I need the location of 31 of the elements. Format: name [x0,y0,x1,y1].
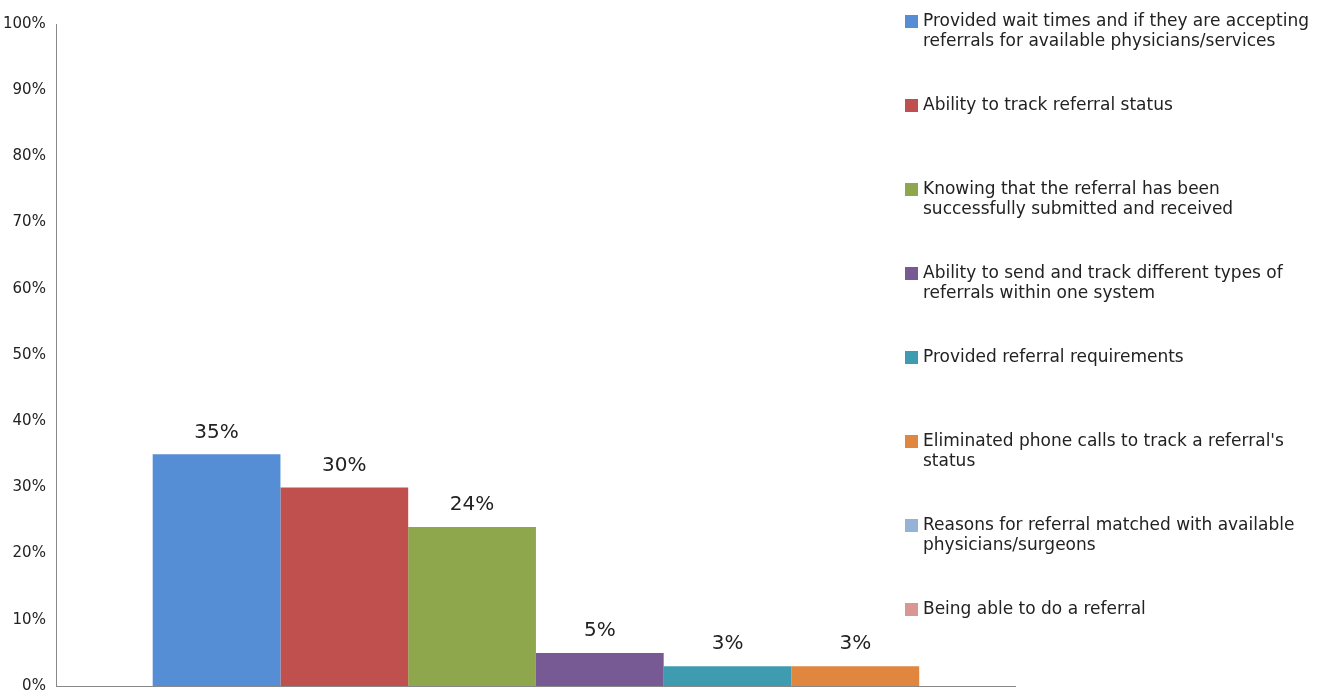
data-label: 24% [449,491,495,516]
legend-label: Eliminated phone calls to track a referral's status [923,430,1285,470]
data-label: 5% [583,617,616,642]
data-label: 3% [711,630,744,655]
y-tick-label: 80% [12,146,46,165]
y-tick-label: 70% [12,212,46,231]
y-tick-label: 30% [12,477,46,496]
legend-label: Provided referral requirements [923,346,1184,366]
bar [152,454,281,686]
y-tick-label: 20% [12,543,46,562]
bar [791,666,920,686]
bar [535,652,664,686]
legend-label: Ability to send and track different types of referrals within one system [923,262,1284,302]
y-tick-label: 60% [12,278,46,297]
bar [408,527,536,686]
bar [663,666,792,686]
y-tick-label: 50% [12,344,46,363]
y-tick-label: 40% [12,411,46,430]
legend-label: Being able to do a referral [923,598,1146,618]
y-tick-label: 90% [12,80,46,99]
y-tick-label: 100% [2,13,46,32]
bar [280,487,409,686]
data-label: 30% [322,451,367,476]
y-tick-label: 0% [22,675,46,694]
legend-label: Ability to track referral status [923,94,1173,114]
data-label: 3% [839,630,872,655]
y-tick-label: 10% [12,609,46,628]
legend-label: Reasons for referral matched with available physicians/surgeons [923,514,1296,554]
legend-label: Knowing that the referral has been successfully submitted and received [923,178,1235,218]
data-label: 35% [194,418,239,443]
legend-label: Provided wait times and if they are accepting referrals for available physicians/services [923,10,1311,50]
